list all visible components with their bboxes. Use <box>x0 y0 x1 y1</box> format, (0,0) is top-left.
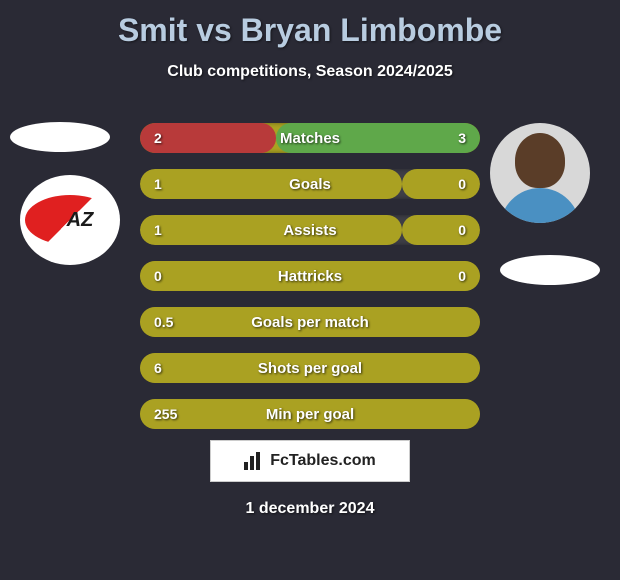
stat-label: Hattricks <box>278 268 342 285</box>
page-subtitle: Club competitions, Season 2024/2025 <box>0 63 620 81</box>
left-club-badge <box>20 175 120 265</box>
stat-value-left: 0.5 <box>154 314 173 330</box>
stat-row-inner: 255 Min per goal <box>140 399 480 429</box>
stat-value-left: 0 <box>154 268 162 284</box>
brand-icon <box>244 452 264 470</box>
stat-row-inner: 1 Goals 0 <box>140 169 480 199</box>
stat-row-inner: 2 Matches 3 <box>140 123 480 153</box>
page-title: Smit vs Bryan Limbombe <box>0 0 620 49</box>
stat-row: 0 Hattricks 0 <box>140 261 480 291</box>
stat-row-inner: 1 Assists 0 <box>140 215 480 245</box>
stat-label: Shots per goal <box>258 360 362 377</box>
stat-rows-container: 2 Matches 3 1 Goals 0 1 Assists 0 0 Hattricks 0 0.5 G… <box>140 123 480 445</box>
brand-badge: FcTables.com <box>210 440 410 482</box>
stat-label: Goals per match <box>251 314 369 331</box>
stat-label: Min per goal <box>266 406 354 423</box>
stat-row-inner: 0.5 Goals per match <box>140 307 480 337</box>
stat-row: 255 Min per goal <box>140 399 480 429</box>
stat-label: Goals <box>289 176 331 193</box>
stat-value-left: 6 <box>154 360 162 376</box>
right-player-avatar <box>490 123 590 223</box>
stat-value-right: 0 <box>458 268 466 284</box>
stat-value-left: 255 <box>154 406 177 422</box>
stat-value-right: 0 <box>458 176 466 192</box>
brand-label: FcTables.com <box>270 452 376 470</box>
stat-row: 2 Matches 3 <box>140 123 480 153</box>
stat-value-left: 2 <box>154 130 162 146</box>
stat-label: Assists <box>283 222 336 239</box>
stat-value-left: 1 <box>154 222 162 238</box>
left-player-ellipse <box>10 122 110 152</box>
stat-value-left: 1 <box>154 176 162 192</box>
stat-row: 6 Shots per goal <box>140 353 480 383</box>
right-club-ellipse <box>500 255 600 285</box>
stat-value-right: 0 <box>458 222 466 238</box>
stat-row: 1 Goals 0 <box>140 169 480 199</box>
date-label: 1 december 2024 <box>0 500 620 518</box>
stat-row-inner: 0 Hattricks 0 <box>140 261 480 291</box>
stat-row: 1 Assists 0 <box>140 215 480 245</box>
stat-row-inner: 6 Shots per goal <box>140 353 480 383</box>
stat-label: Matches <box>280 130 340 147</box>
stat-value-right: 3 <box>458 130 466 146</box>
stat-row: 0.5 Goals per match <box>140 307 480 337</box>
